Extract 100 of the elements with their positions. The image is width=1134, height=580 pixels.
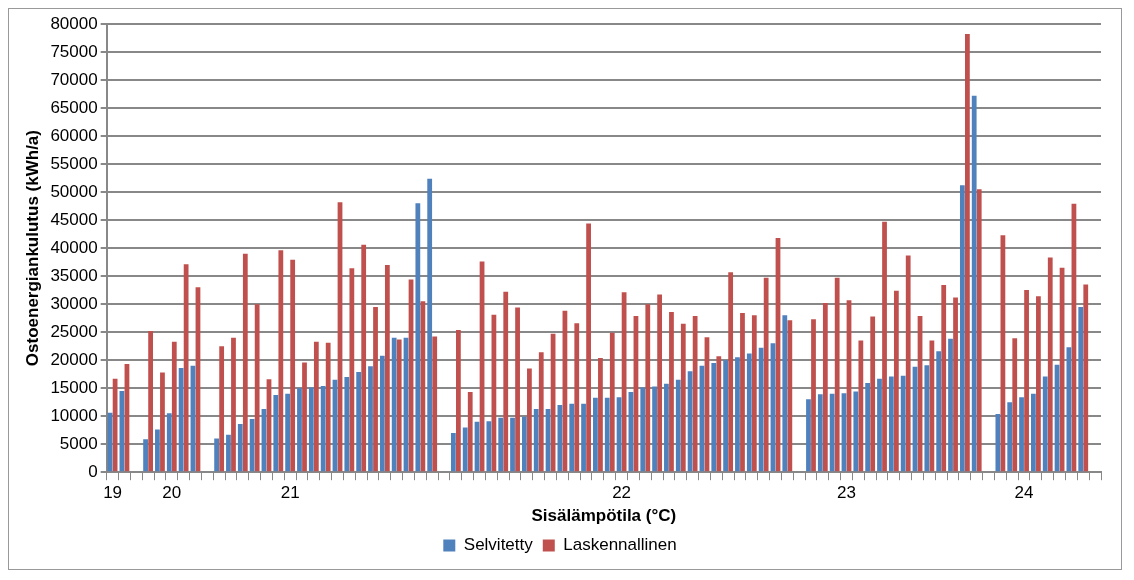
bar: [325, 342, 331, 472]
bar: [462, 427, 468, 472]
bar: [254, 304, 260, 472]
bar: [675, 379, 681, 472]
bar: [143, 439, 148, 472]
bar: [905, 255, 911, 472]
x-tick-label: 21: [280, 483, 300, 503]
legend-label: Selvitetty: [463, 535, 534, 555]
bar: [948, 338, 953, 472]
bar: [924, 365, 930, 472]
bar: [456, 329, 461, 472]
bar: [758, 347, 764, 472]
bar: [183, 264, 189, 472]
bar: [538, 352, 544, 472]
y-tick-label: 70000: [50, 69, 98, 89]
bar: [237, 424, 243, 472]
bar: [166, 413, 172, 472]
bar: [829, 393, 835, 472]
bar: [1042, 376, 1048, 472]
bar: [373, 306, 378, 472]
bar: [581, 403, 586, 472]
bar: [308, 387, 314, 472]
bar: [882, 221, 887, 472]
bar: [782, 315, 788, 472]
x-tick-label: 24: [1014, 483, 1034, 503]
bar: [1030, 393, 1036, 472]
bar: [834, 277, 840, 472]
bar: [657, 294, 663, 472]
bar: [1019, 397, 1024, 472]
bar: [965, 34, 970, 472]
bar: [1047, 257, 1053, 472]
bar: [510, 417, 515, 472]
bar: [498, 417, 504, 472]
bar: [900, 375, 906, 472]
bar: [640, 387, 646, 472]
bar: [356, 371, 362, 472]
bar: [302, 362, 307, 472]
bar: [273, 394, 279, 472]
bar: [787, 320, 793, 472]
bar: [723, 360, 728, 472]
bar: [515, 307, 520, 472]
bar: [349, 268, 355, 472]
bar: [811, 319, 816, 472]
legend-label: Laskennallinen: [563, 535, 677, 555]
bar: [533, 408, 539, 472]
bar: [569, 403, 575, 472]
y-tick-label: 20000: [50, 349, 98, 369]
bar: [740, 313, 745, 472]
x-axis-title: Sisälämpötila (°C): [531, 506, 677, 526]
bar: [290, 259, 296, 472]
bar: [503, 291, 509, 472]
bar: [858, 340, 864, 472]
bar: [1036, 296, 1041, 472]
y-tick-label: 50000: [50, 181, 98, 201]
y-axis-title: Ostoenergiankulutus (kWh/a): [22, 130, 42, 367]
bar: [450, 432, 456, 472]
bar: [396, 339, 402, 472]
bar: [817, 394, 823, 472]
bar: [148, 331, 154, 472]
bar: [521, 416, 527, 472]
y-tick-label: 15000: [50, 377, 98, 397]
bar: [171, 341, 177, 472]
bar: [645, 304, 651, 472]
bar: [155, 429, 160, 472]
bar: [379, 355, 385, 472]
bar: [160, 372, 165, 472]
x-tick-label: 23: [837, 483, 856, 503]
bar: [574, 323, 580, 472]
bar: [527, 368, 532, 472]
bar: [976, 189, 982, 472]
bar: [368, 366, 373, 472]
bar: [297, 388, 302, 472]
bar: [680, 323, 686, 472]
bar: [214, 438, 219, 472]
bar: [226, 434, 231, 472]
bar: [888, 376, 894, 472]
bar: [427, 178, 433, 472]
bar: [219, 346, 225, 472]
bar: [285, 393, 291, 472]
bar: [652, 386, 657, 472]
bar: [893, 290, 899, 472]
bar: [929, 340, 935, 472]
x-tick-label: 19: [103, 483, 123, 503]
bar: [586, 223, 591, 472]
bar: [1078, 306, 1084, 472]
bar: [692, 315, 698, 472]
bar: [822, 303, 828, 472]
bar: [751, 315, 757, 472]
y-tick-label: 75000: [50, 41, 98, 61]
x-tick-label: 20: [162, 483, 182, 503]
bar: [361, 244, 367, 472]
y-tick-label: 5000: [59, 433, 98, 453]
y-tick-label: 0: [88, 461, 98, 481]
y-tick-label: 45000: [50, 209, 98, 229]
bar: [995, 413, 1001, 472]
y-tick-label: 80000: [50, 13, 98, 33]
x-tick-label: 22: [612, 483, 632, 503]
bar: [735, 357, 740, 472]
bar: [278, 250, 284, 472]
bar: [391, 337, 397, 472]
